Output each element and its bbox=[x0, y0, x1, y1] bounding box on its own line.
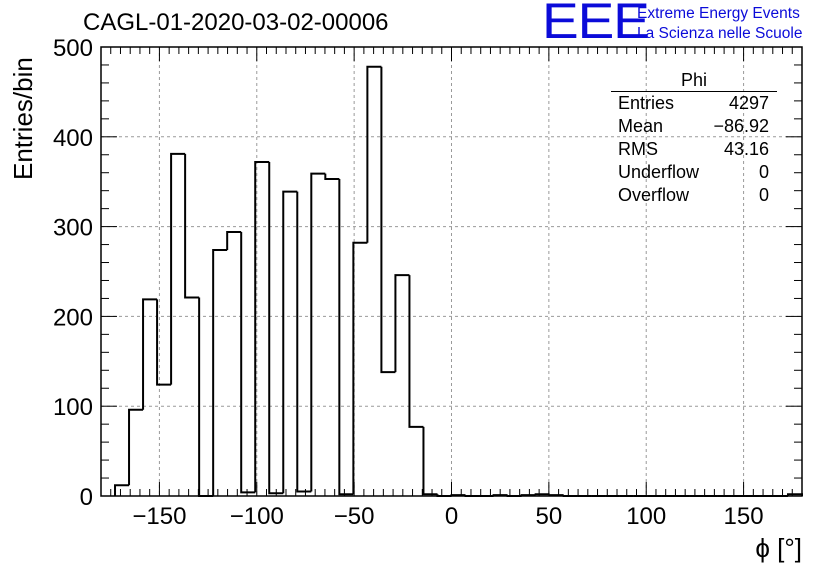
stats-row: RMS 43.16 bbox=[611, 138, 777, 161]
y-tick-label: 0 bbox=[80, 484, 93, 511]
histogram-bin bbox=[394, 274, 410, 373]
x-tick-label: 150 bbox=[724, 503, 764, 530]
stats-value: 43.16 bbox=[723, 139, 769, 159]
stats-title: Phi bbox=[611, 70, 777, 92]
histogram-bin bbox=[254, 160, 270, 493]
stats-value: 0 bbox=[758, 162, 769, 182]
histogram-bin bbox=[184, 153, 200, 299]
chart-title: CAGL-01-2020-03-02-00006 bbox=[83, 9, 389, 36]
stats-value: 4297 bbox=[728, 93, 769, 113]
stats-label: Overflow bbox=[618, 185, 690, 205]
stats-row: Mean −86.92 bbox=[611, 115, 777, 138]
histogram-bin bbox=[240, 231, 256, 494]
stats-value: 0 bbox=[758, 185, 769, 205]
x-axis-label: ϕ [°] bbox=[755, 533, 802, 563]
histogram-bin bbox=[548, 494, 564, 497]
histogram-bin bbox=[380, 66, 396, 374]
x-tick-label: −150 bbox=[132, 503, 186, 530]
logo-caption-line2: La Scienza nelle Scuole bbox=[637, 25, 803, 42]
y-tick-label: 500 bbox=[53, 35, 93, 62]
histogram-bin bbox=[408, 275, 424, 428]
histogram-bin bbox=[268, 161, 284, 495]
x-axis-ticks: −150 −100 −50 0 50 100 150 bbox=[110, 47, 793, 530]
histogram-bin bbox=[366, 65, 382, 243]
x-tick-label: −100 bbox=[230, 503, 284, 530]
stats-label: Entries bbox=[618, 93, 675, 113]
histogram-bin bbox=[324, 173, 340, 181]
eee-logo: EEE bbox=[542, 0, 650, 49]
y-tick-label: 100 bbox=[53, 394, 93, 421]
histogram-bin bbox=[422, 426, 438, 496]
histogram-bin bbox=[114, 484, 130, 496]
stats-value: −86.92 bbox=[713, 116, 769, 136]
histogram-bin bbox=[534, 493, 550, 496]
histogram-bin bbox=[170, 152, 186, 385]
y-axis-ticks: 0 100 200 300 400 500 bbox=[53, 35, 802, 511]
histogram-bin bbox=[212, 248, 228, 496]
histogram-bin bbox=[352, 241, 368, 495]
stats-label: Underflow bbox=[618, 162, 700, 182]
histogram-bin bbox=[156, 299, 172, 386]
y-tick-label: 400 bbox=[53, 125, 93, 152]
y-tick-label: 200 bbox=[53, 304, 93, 331]
y-axis-label: Entries/bin bbox=[8, 57, 38, 180]
histogram-bin bbox=[296, 191, 312, 493]
stats-row: Underflow 0 bbox=[611, 161, 777, 184]
logo-caption-line1: Extreme Energy Events bbox=[637, 5, 800, 22]
histogram-bin bbox=[226, 230, 242, 250]
x-tick-label: 50 bbox=[536, 503, 563, 530]
histogram-bin bbox=[142, 298, 158, 410]
stats-label: Mean bbox=[618, 116, 664, 136]
stats-row: Entries 4297 bbox=[611, 92, 777, 115]
histogram-bin bbox=[310, 172, 326, 492]
stats-label: RMS bbox=[618, 139, 658, 159]
histogram-bin bbox=[338, 179, 354, 496]
histogram-bin bbox=[198, 297, 214, 497]
x-tick-label: 0 bbox=[445, 503, 458, 530]
grid-lines bbox=[101, 47, 802, 496]
x-tick-label: −50 bbox=[334, 503, 375, 530]
x-tick-label: 100 bbox=[626, 503, 666, 530]
stats-row: Overflow 0 bbox=[611, 184, 777, 207]
histogram-bin bbox=[282, 190, 298, 494]
logo-caption: Extreme Energy Events La Scienza nelle S… bbox=[637, 4, 802, 44]
histogram-bin bbox=[128, 408, 144, 486]
y-tick-label: 300 bbox=[53, 215, 93, 242]
stats-box: Phi Entries 4297 Mean −86.92 RMS 43.16 U… bbox=[611, 70, 777, 207]
